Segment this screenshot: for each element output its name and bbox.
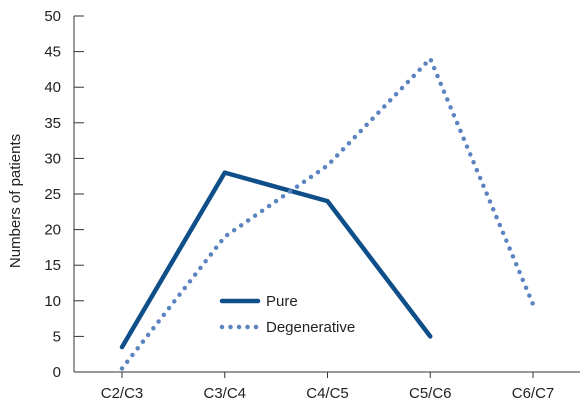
data-point-pure	[327, 201, 328, 202]
y-axis: 0 5 10 15 20 25 30 35 40 45 50	[44, 8, 84, 381]
data-point-pure	[122, 347, 123, 348]
x-tick-label: C5/C6	[409, 385, 452, 402]
x-tick-label: C2/C3	[101, 385, 144, 402]
y-tick-label: 0	[53, 364, 61, 381]
series-line-pure	[119, 170, 433, 350]
y-tick-label: 25	[44, 186, 61, 203]
data-point-degenerative	[327, 165, 328, 166]
y-tick-label: 45	[44, 44, 61, 61]
data-point-degenerative	[224, 236, 225, 237]
legend-label-degenerative: Degenerative	[266, 319, 355, 336]
data-point-degenerative	[430, 58, 431, 59]
y-tick-label: 20	[44, 222, 61, 239]
data-point-pure	[224, 172, 225, 173]
y-tick-label: 10	[44, 293, 61, 310]
legend-label-pure: Pure	[266, 293, 298, 310]
y-tick-label: 5	[53, 328, 61, 345]
y-axis-label: Numbers of patients	[7, 134, 24, 268]
x-tick-label: C6/C7	[512, 385, 555, 402]
y-tick-label: 30	[44, 150, 61, 167]
y-tick-label: 50	[44, 8, 61, 25]
x-tick-label: C4/C5	[306, 385, 349, 402]
x-tick-label: C3/C4	[203, 385, 246, 402]
y-tick-label: 35	[44, 115, 61, 132]
legend: Pure Degenerative	[219, 293, 355, 336]
data-point-degenerative	[533, 304, 534, 305]
series-line-degenerative	[119, 56, 536, 371]
data-point-degenerative	[122, 368, 123, 369]
y-tick-label: 15	[44, 257, 61, 274]
y-tick-label: 40	[44, 79, 61, 96]
data-point-pure	[430, 336, 431, 337]
series-layer	[119, 56, 536, 371]
x-axis: C2/C3 C3/C4 C4/C5 C5/C6 C6/C7	[74, 371, 580, 402]
